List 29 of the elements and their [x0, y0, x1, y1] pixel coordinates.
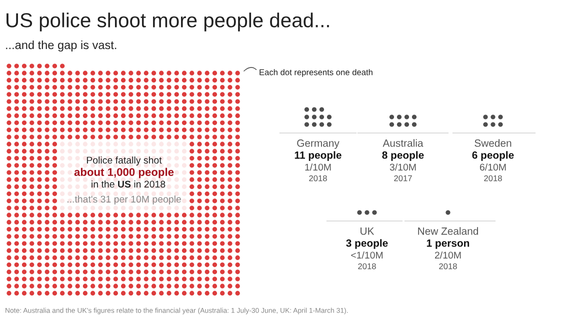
text: 2018: [358, 263, 376, 270]
category-label: Australia: [382, 139, 424, 147]
text: Each dot represents one death: [260, 69, 372, 77]
category-label: Sweden: [474, 139, 512, 147]
data-label: 3 people: [346, 239, 388, 249]
text: US police shoot more people dead...: [6, 12, 329, 32]
text: 6/10M: [480, 163, 506, 171]
text: 2018: [309, 175, 327, 182]
text: 1/10M: [305, 163, 331, 171]
data-label: 11 people: [294, 151, 342, 161]
text: 2018: [484, 175, 502, 182]
category-label: New Zealand: [418, 227, 478, 235]
text: in the: [92, 180, 114, 188]
text: <1/10M: [351, 251, 383, 259]
category-label: US: [118, 180, 131, 188]
text: 2017: [394, 175, 412, 182]
data-label: 1 person: [426, 240, 470, 249]
data-label: 6 people: [472, 151, 514, 161]
category-label: Germany: [297, 139, 340, 149]
text: 2018: [439, 263, 457, 270]
category-label: UK: [360, 228, 374, 235]
text: 2/10M: [434, 251, 461, 259]
text: 3/10M: [390, 163, 416, 171]
text: Police fatally shot: [86, 156, 162, 166]
data-label: 8 people: [382, 151, 424, 161]
text: in 2018: [134, 180, 166, 188]
data-label: about 1,000 people: [74, 168, 174, 178]
text: ...and the gap is vast.: [6, 40, 116, 52]
text: ...that's 31 per 10M people: [67, 195, 181, 205]
